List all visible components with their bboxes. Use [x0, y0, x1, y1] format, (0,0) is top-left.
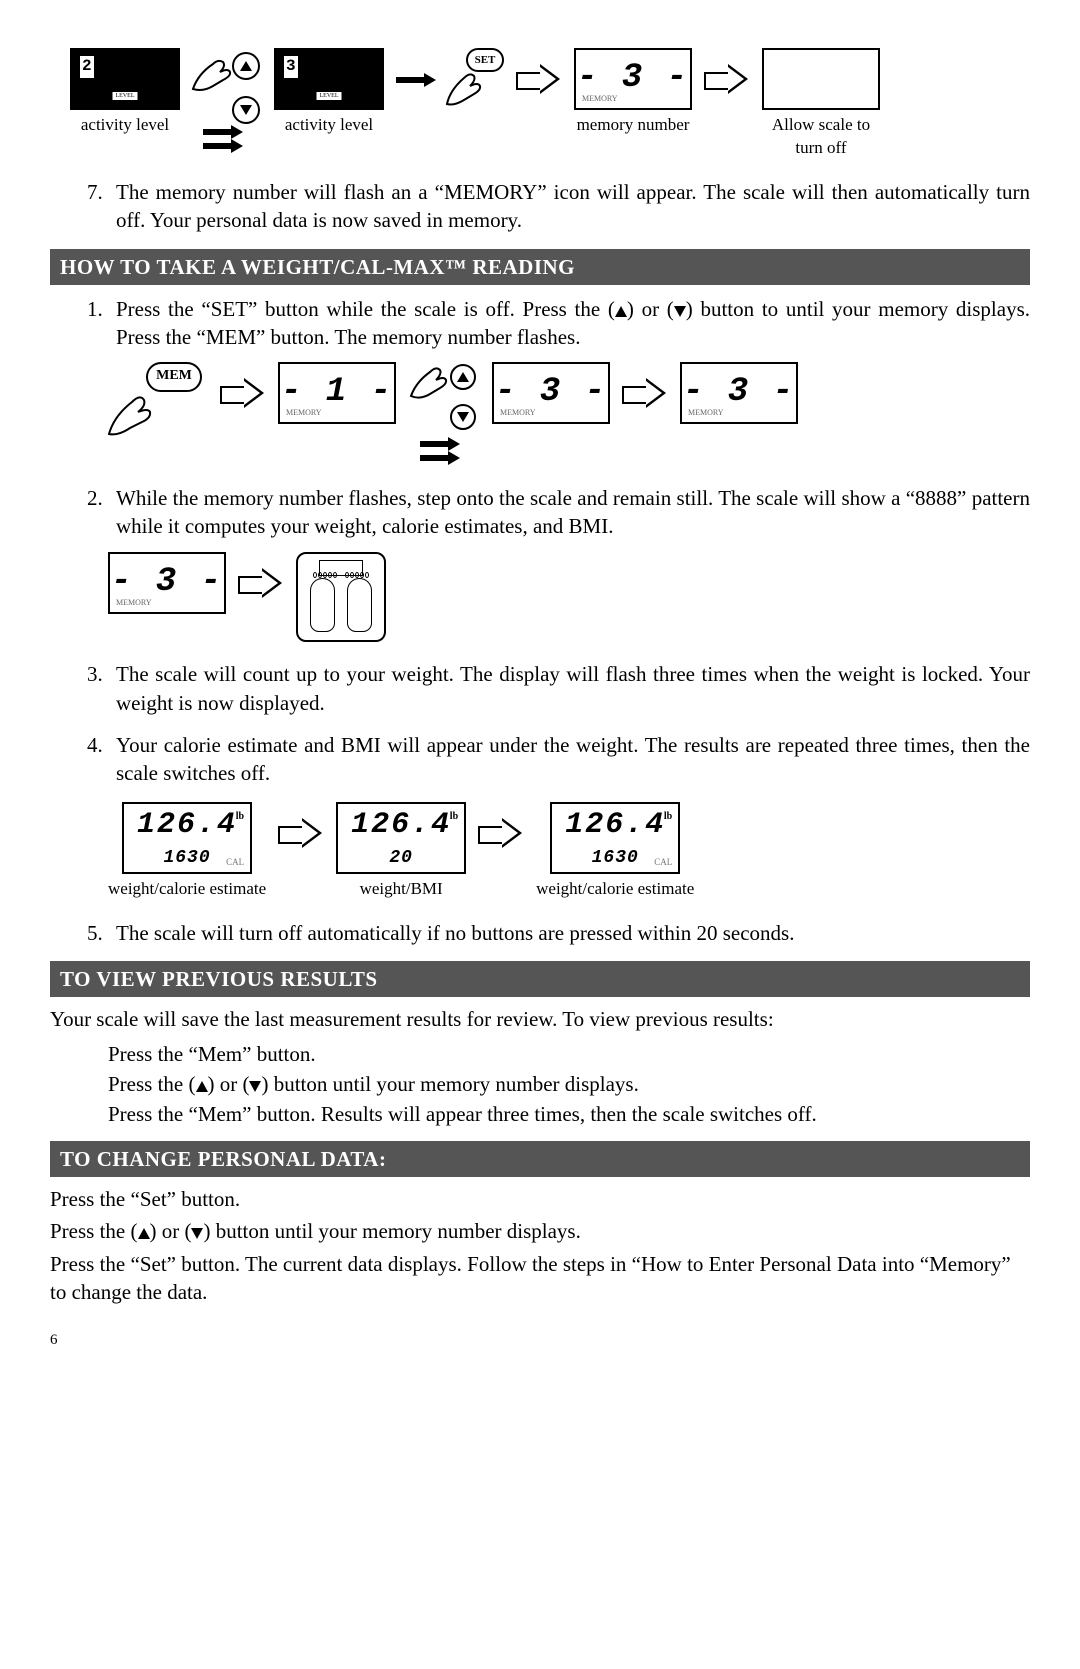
calorie: 1630 — [592, 846, 639, 870]
press-up-down — [192, 48, 262, 154]
arrow-icon — [220, 362, 266, 424]
caption: Allow scale to turn off — [772, 114, 870, 160]
bmi: 20 — [389, 846, 413, 870]
reading-step-3: The scale will count up to your weight. … — [108, 660, 1030, 717]
arrow-icon — [622, 362, 668, 424]
caption: memory number — [577, 114, 690, 137]
unit: lb — [236, 810, 244, 824]
weight: 126.4 — [137, 805, 237, 846]
weight: 126.4 — [351, 805, 451, 846]
result-2: 126.4 20 lb weight/BMI — [336, 802, 466, 901]
heading-change: TO CHANGE PERSONAL DATA: — [50, 1141, 1030, 1177]
result-3: 126.4 1630 lb CAL weight/calorie estimat… — [536, 802, 694, 901]
weight: 126.4 — [565, 805, 665, 846]
change-step-1: Press the “Set” button. — [50, 1185, 1030, 1213]
unit: lb — [450, 810, 458, 824]
change-step-3: Press the “Set” button. The current data… — [50, 1250, 1030, 1307]
unit: lb — [664, 810, 672, 824]
lcd-mem-3b: - 3 - MEMORY — [680, 362, 798, 424]
lcd-num: 3 — [284, 56, 298, 78]
reading-steps: Press the “SET” button while the scale i… — [50, 295, 1030, 947]
scale-icon — [296, 552, 386, 642]
lcd-memory-3: - 3 - MEMORY memory number — [574, 48, 692, 137]
heading-previous: TO VIEW PREVIOUS RESULTS — [50, 961, 1030, 997]
prev-step-3: Press the “Mem” button. Results will app… — [108, 1100, 1030, 1128]
arrow-icon — [478, 802, 524, 864]
caption: weight/calorie estimate — [536, 878, 694, 901]
level-label: LEVEL — [113, 92, 138, 100]
heading-reading: HOW TO TAKE A WEIGHT/CAL-MAX™ READING — [50, 249, 1030, 285]
step-list-7: The memory number will flash an a “MEMOR… — [50, 178, 1030, 235]
arrow-icon — [704, 48, 750, 110]
calorie: 1630 — [163, 846, 210, 870]
arrow-icon — [278, 802, 324, 864]
lcd-num: 2 — [80, 56, 94, 78]
change-step-2: Press the () or () button until your mem… — [50, 1217, 1030, 1245]
cal-tag: CAL — [226, 856, 244, 868]
caption: weight/BMI — [360, 878, 443, 901]
caption: weight/calorie estimate — [108, 878, 266, 901]
prev-step-1: Press the “Mem” button. — [108, 1040, 1030, 1068]
lcd-mem-1: - 1 - MEMORY — [278, 362, 396, 424]
press-up-down — [412, 362, 476, 466]
reading-step-1: Press the “SET” button while the scale i… — [108, 295, 1030, 466]
level-label: LEVEL — [317, 92, 342, 100]
arrow-icon — [238, 552, 284, 614]
reading-step-2: While the memory number flashes, step on… — [108, 484, 1030, 643]
press-set: SET — [396, 48, 504, 112]
lcd-activity-1: 2 LEVEL activity level — [70, 48, 180, 137]
reading-step-4: Your calorie estimate and BMI will appea… — [108, 731, 1030, 901]
step-7: The memory number will flash an a “MEMOR… — [108, 178, 1030, 235]
caption: activity level — [81, 114, 169, 137]
arrow-icon — [516, 48, 562, 110]
page-number: 6 — [50, 1330, 1030, 1350]
cal-tag: CAL — [654, 856, 672, 868]
press-mem: MEM — [108, 362, 208, 442]
reading-step-5: The scale will turn off automatically if… — [108, 919, 1030, 947]
lcd-mem-3a: - 3 - MEMORY — [492, 362, 610, 424]
diagram-top-row: 2 LEVEL activity level 3 LEVEL activity … — [50, 48, 1030, 160]
result-1: 126.4 1630 lb CAL weight/calorie estimat… — [108, 802, 266, 901]
lcd-activity-2: 3 LEVEL activity level — [274, 48, 384, 137]
prev-step-2: Press the () or () button until your mem… — [108, 1070, 1030, 1098]
prev-intro: Your scale will save the last measuremen… — [50, 1005, 1030, 1033]
lcd-blank: Allow scale to turn off — [762, 48, 880, 160]
caption: activity level — [285, 114, 373, 137]
lcd-mem-3c: - 3 - MEMORY — [108, 552, 226, 614]
prev-steps: Press the “Mem” button. Press the () or … — [50, 1040, 1030, 1129]
